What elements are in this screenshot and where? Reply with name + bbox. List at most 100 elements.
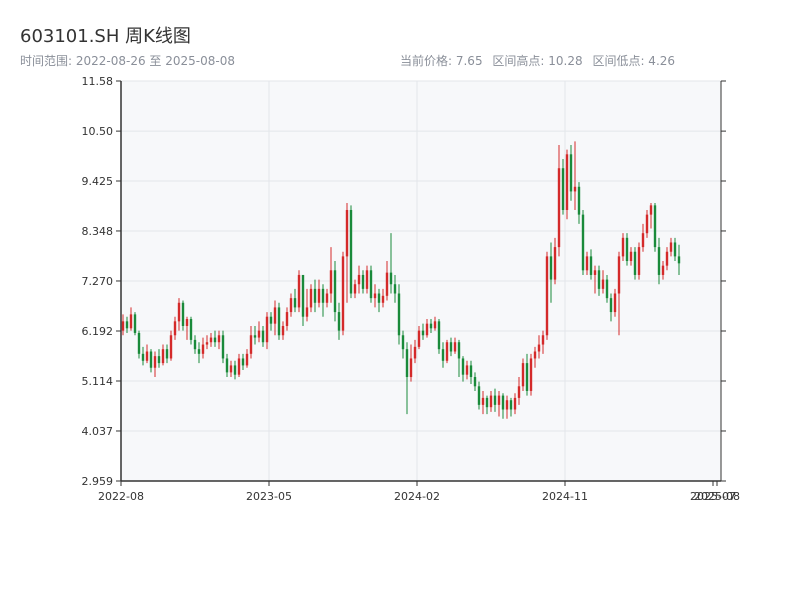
candle-body — [169, 335, 173, 359]
candle — [605, 274, 609, 303]
candle — [545, 251, 549, 340]
candle — [569, 145, 573, 201]
candle — [425, 319, 429, 338]
candle — [325, 288, 329, 308]
candle-body — [205, 342, 209, 345]
candle — [289, 293, 293, 317]
candle-body — [329, 270, 333, 294]
candle-body — [445, 342, 449, 361]
candle — [445, 339, 449, 364]
candle-body — [157, 356, 161, 364]
candle-body — [629, 251, 633, 262]
candle-body — [433, 321, 437, 329]
candle — [197, 342, 201, 364]
candle — [477, 381, 481, 410]
candle — [493, 388, 497, 412]
candle-body — [617, 256, 621, 294]
candle-body — [245, 353, 249, 366]
candle-body — [377, 293, 381, 303]
candle — [233, 360, 237, 380]
candle — [585, 251, 589, 275]
candle-body — [593, 270, 597, 275]
candle — [629, 247, 633, 266]
candle-body — [381, 295, 385, 303]
candle — [385, 261, 389, 301]
candle — [413, 339, 417, 364]
candle-body — [649, 205, 653, 215]
candle — [669, 237, 673, 257]
candle-body — [225, 358, 229, 373]
candle — [193, 335, 197, 354]
candle — [465, 360, 469, 380]
candle-body — [589, 256, 593, 275]
candle-body — [425, 323, 429, 336]
candle — [521, 358, 525, 391]
candle — [441, 342, 445, 368]
candle-body — [409, 358, 413, 378]
candle-body — [581, 214, 585, 271]
candle — [249, 325, 253, 359]
candle — [561, 158, 565, 215]
candle-body — [653, 205, 657, 248]
candle — [633, 247, 637, 280]
candle-body — [193, 339, 197, 350]
candle-body — [357, 274, 361, 285]
candle-body — [565, 154, 569, 210]
candle — [485, 395, 489, 415]
candle — [613, 288, 617, 317]
candle — [313, 279, 317, 313]
candle-body — [509, 400, 513, 410]
candle-body — [521, 363, 525, 387]
candle — [297, 270, 301, 313]
y-tick-label: 2.959 — [82, 475, 114, 488]
candle — [497, 390, 501, 417]
candle-body — [321, 288, 325, 303]
candle — [269, 312, 273, 331]
candle-body — [209, 337, 213, 343]
candle-body — [493, 395, 497, 405]
candle — [141, 346, 145, 366]
candle-body — [437, 321, 441, 350]
candle — [473, 372, 477, 391]
candle-body — [665, 251, 669, 266]
candle-body — [213, 337, 217, 343]
candle-body — [185, 319, 189, 326]
candle-body — [561, 168, 565, 210]
candle — [645, 209, 649, 238]
candle — [337, 302, 341, 340]
period-low: 区间低点: 4.26 — [592, 54, 676, 68]
candle — [397, 284, 401, 345]
date-range-subtitle: 时间范围: 2022-08-26 至 2025-08-08 — [20, 54, 235, 68]
x-tick-label: 2025-07 — [690, 490, 736, 503]
candle-body — [557, 168, 561, 248]
candle — [245, 349, 249, 368]
candle — [601, 270, 605, 294]
candle-body — [265, 316, 269, 343]
candle — [489, 390, 493, 412]
candle-body — [249, 335, 253, 354]
candle — [169, 330, 173, 361]
candle — [549, 242, 553, 303]
candle-body — [477, 386, 481, 405]
candle-body — [197, 349, 201, 354]
candle — [229, 360, 233, 378]
candle-body — [577, 186, 581, 215]
candle — [177, 298, 181, 331]
candle — [401, 330, 405, 359]
candle-body — [461, 358, 465, 375]
candle — [577, 182, 581, 224]
candle-body — [469, 365, 473, 378]
y-tick-label: 5.114 — [82, 375, 114, 388]
candle-body — [517, 386, 521, 398]
candle — [265, 312, 269, 350]
candle-body — [661, 265, 665, 275]
candle-body — [601, 279, 605, 289]
candle-body — [417, 330, 421, 347]
candle — [149, 349, 153, 373]
candle-body — [305, 307, 309, 317]
candle-body — [369, 270, 373, 299]
candle-body — [129, 314, 133, 329]
candle-body — [569, 154, 573, 192]
candle — [677, 244, 681, 275]
candle-body — [125, 321, 129, 329]
